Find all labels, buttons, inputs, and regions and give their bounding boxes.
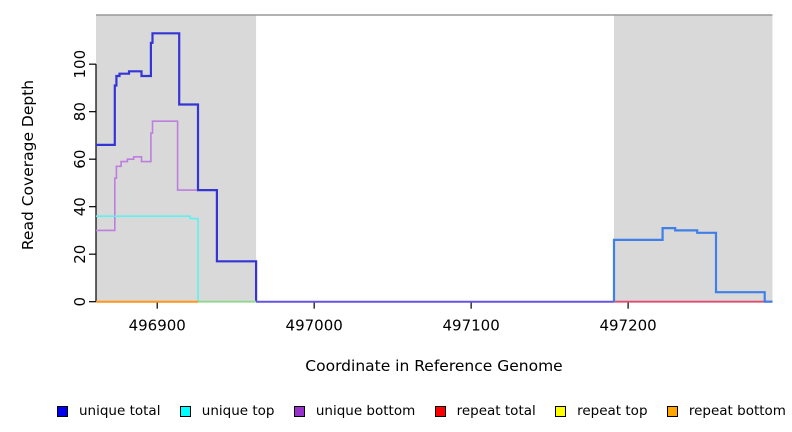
legend-item-unique-top: unique top xyxy=(179,403,275,419)
x-tick-label: 497200 xyxy=(599,317,656,335)
legend-swatch-icon xyxy=(666,405,678,417)
legend-swatch-icon xyxy=(57,405,68,417)
y-tick-label: 60 xyxy=(71,150,89,169)
right-shaded-region xyxy=(613,15,773,302)
legend: unique total unique top unique bottom repea… xyxy=(0,396,792,426)
y-tick-label: 100 xyxy=(71,50,89,79)
legend-swatch-icon xyxy=(179,405,191,417)
y-axis-title: Read Coverage Depth xyxy=(19,80,37,250)
y-tick-label: 0 xyxy=(71,297,89,307)
series-unique-bottom xyxy=(96,120,257,302)
y-tick-label: 20 xyxy=(71,245,89,264)
coverage-series xyxy=(96,32,773,303)
shaded-regions xyxy=(96,15,773,302)
legend-label: repeat bottom xyxy=(688,403,786,419)
axes: 0 20 40 60 80 100 496900 497000 497100 497200 xyxy=(71,14,773,335)
y-tick-label: 40 xyxy=(71,197,89,216)
legend-swatch-icon xyxy=(434,405,446,417)
legend-item-repeat-top: repeat top xyxy=(555,403,648,419)
legend-label: unique top xyxy=(201,403,275,419)
left-shaded-region xyxy=(96,15,257,302)
legend-label: unique bottom xyxy=(315,403,416,419)
legend-label: repeat total xyxy=(456,403,536,419)
series-unique-total-right xyxy=(612,227,773,303)
y-tick-label: 80 xyxy=(71,102,89,121)
legend-item-unique-bottom: unique bottom xyxy=(293,403,416,419)
coverage-chart: 0 20 40 60 80 100 496900 497000 497100 497200 Coo… xyxy=(19,14,773,375)
series-unique-top xyxy=(96,215,199,302)
legend-item-repeat-bottom: repeat bottom xyxy=(666,403,786,419)
series-unique-total-left xyxy=(96,32,258,302)
x-tick-label: 497100 xyxy=(443,317,500,335)
legend-label: repeat top xyxy=(577,403,648,419)
x-tick-label: 496900 xyxy=(129,317,186,335)
x-tick-label: 497000 xyxy=(286,317,343,335)
legend-item-unique-total: unique total xyxy=(57,403,160,419)
legend-label: unique total xyxy=(79,403,161,419)
legend-swatch-icon xyxy=(293,405,305,417)
legend-item-repeat-total: repeat total xyxy=(434,403,536,419)
legend-swatch-icon xyxy=(555,405,567,417)
x-axis-title: Coordinate in Reference Genome xyxy=(305,357,562,375)
